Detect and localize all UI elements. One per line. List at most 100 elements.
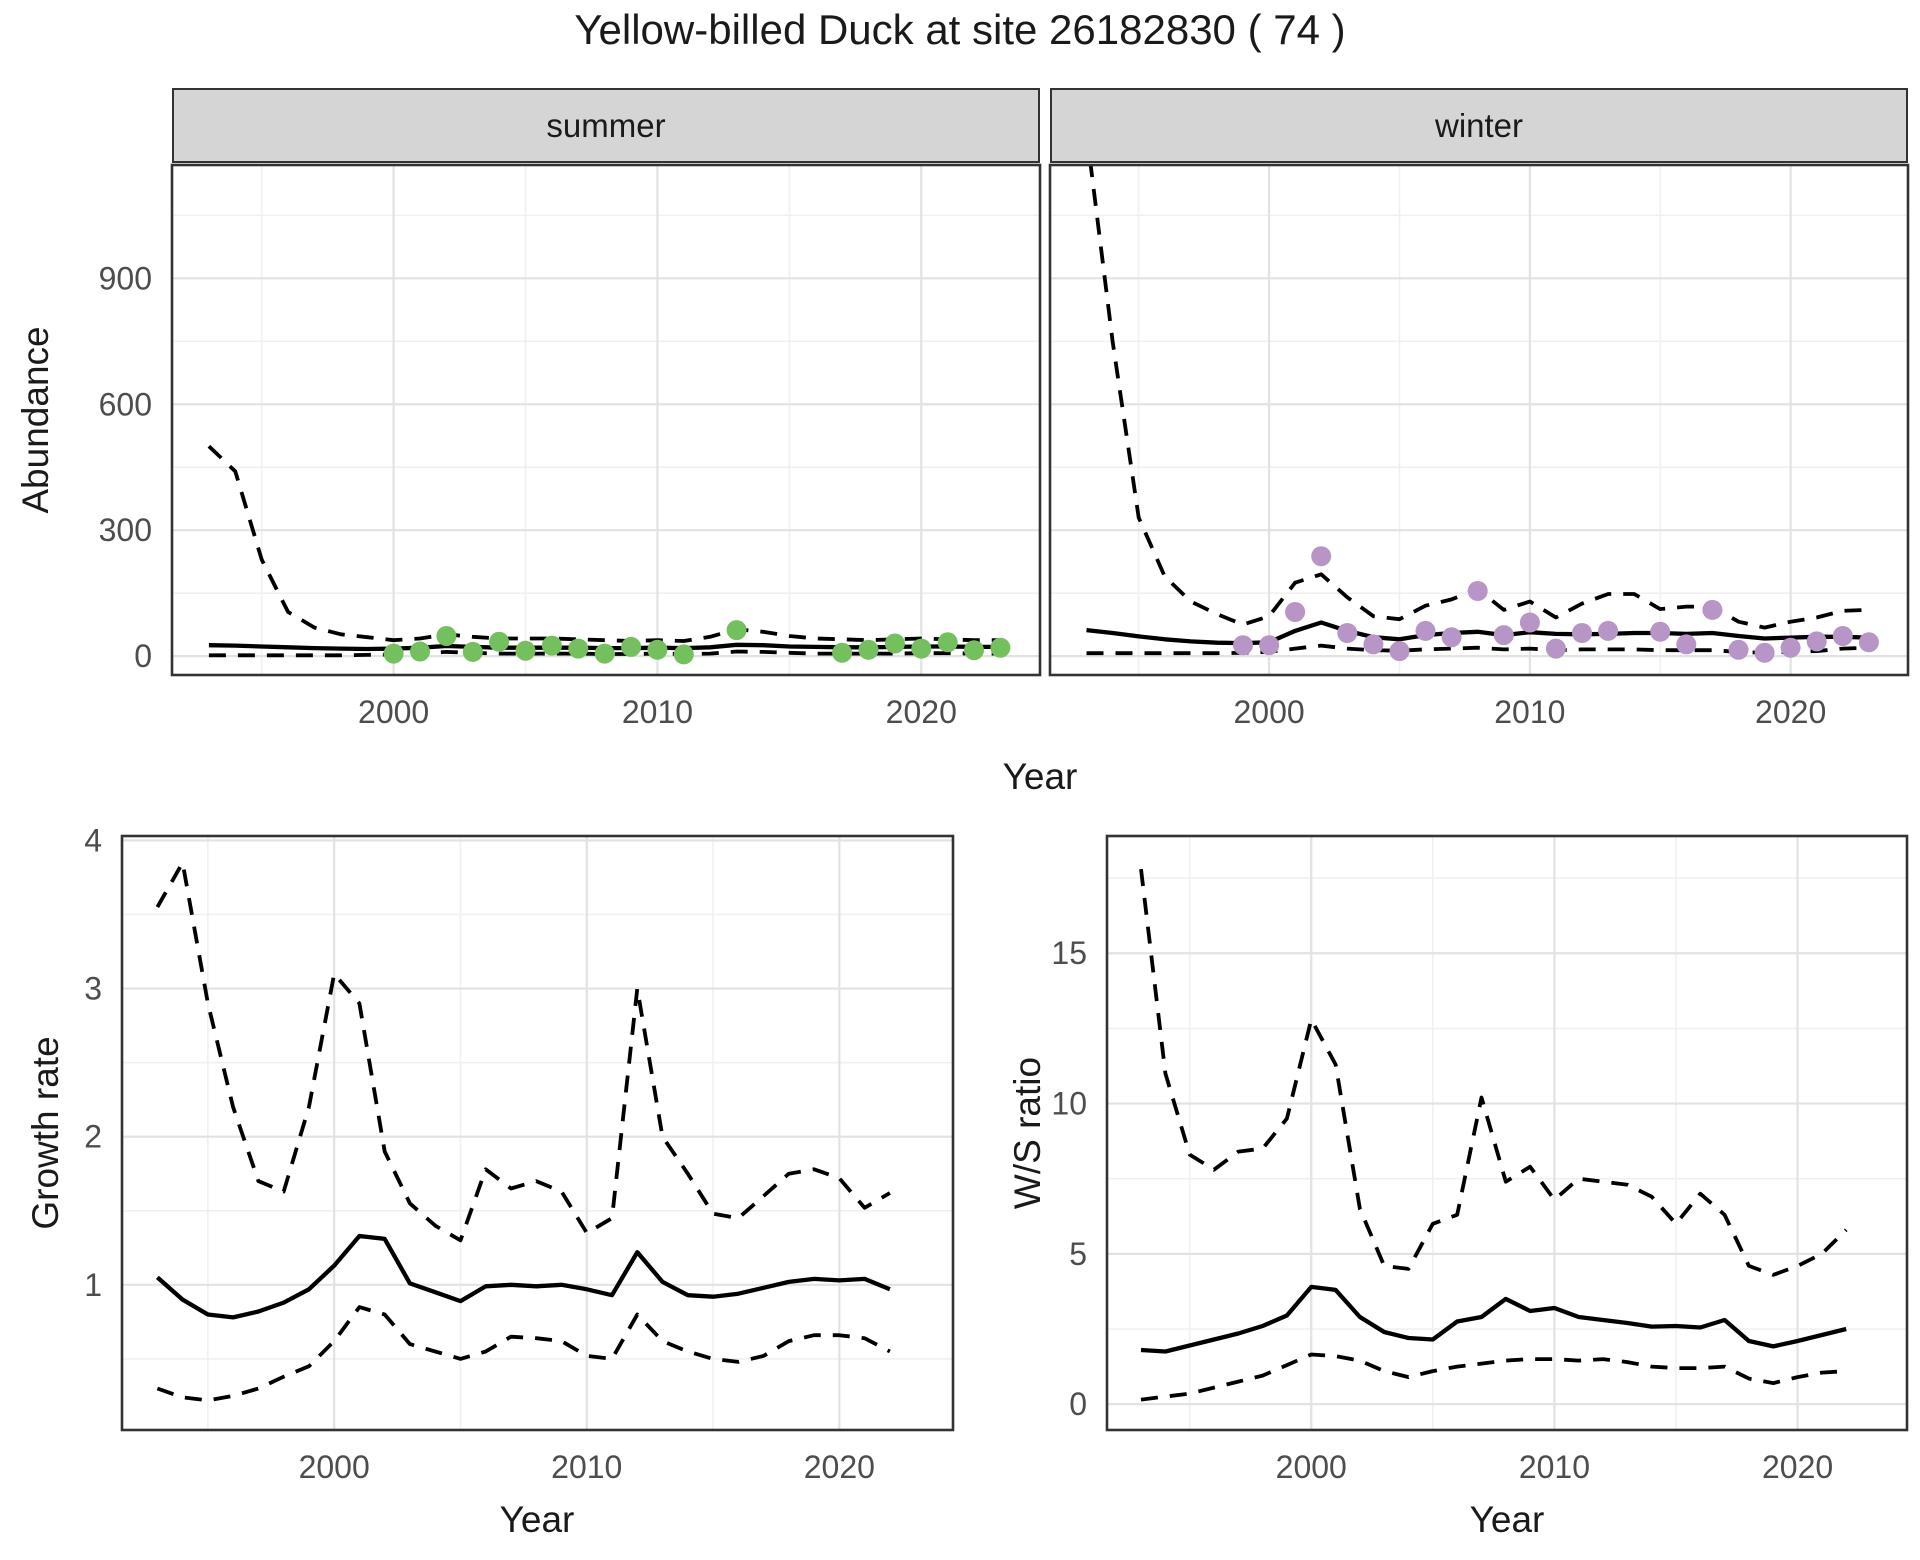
panel-border	[170, 163, 1042, 677]
panel-border	[120, 834, 955, 1432]
x-tick-label: 2010	[551, 1449, 622, 1485]
page-title: Yellow-billed Duck at site 26182830 ( 74…	[574, 6, 1346, 53]
ws_ratio-upper_ci-line	[1139, 868, 1848, 1277]
y-tick-label: 2	[84, 1119, 102, 1155]
x-tick-label: 2000	[1233, 694, 1304, 730]
data-point	[1493, 625, 1514, 646]
data-point	[489, 631, 510, 652]
data-point	[858, 639, 879, 660]
data-point	[726, 620, 747, 641]
y-tick-label: 600	[99, 386, 152, 422]
data-point	[1806, 631, 1827, 652]
data-point	[1337, 623, 1358, 643]
facet-strip-summer-label: summer	[546, 106, 666, 144]
x-axis-title-year-top: Year	[1002, 756, 1078, 797]
data-point	[594, 643, 615, 664]
abundance_winter-panel: 2000 2010 2020	[1048, 163, 1910, 730]
data-point	[1415, 620, 1436, 641]
data-point	[990, 637, 1011, 658]
data-point	[1832, 626, 1853, 646]
data-point	[1311, 546, 1332, 567]
data-point	[1441, 627, 1462, 648]
x-axis-title-year-bottom-left: Year	[499, 1499, 575, 1540]
data-point	[1780, 637, 1801, 658]
x-tick-label: 2020	[1755, 694, 1826, 730]
data-point	[436, 626, 457, 646]
data-point	[410, 641, 430, 662]
data-point	[1572, 623, 1592, 643]
ws_ratio-fit-line	[1140, 1284, 1847, 1354]
panel-border	[1048, 163, 1910, 677]
data-point	[1598, 620, 1619, 641]
x-tick-label: 2020	[1762, 1449, 1833, 1485]
abundance_summer-upper_ci-line	[207, 444, 1001, 643]
growth_rate-panel: 2000 2010 2020 1 2 3 4	[84, 822, 955, 1485]
x-tick-label: 2000	[358, 694, 429, 730]
data-point	[568, 638, 589, 659]
ws_ratio-panel: 2000 2010 2020 0 5 10 15	[1051, 834, 1909, 1485]
y-tick-label: 15	[1051, 935, 1087, 971]
x-tick-label: 2010	[622, 694, 693, 730]
data-point	[1754, 642, 1775, 663]
x-tick-label: 2020	[886, 694, 957, 730]
ws_ratio-lower_ci-line	[1140, 1352, 1847, 1402]
data-point	[1233, 635, 1253, 656]
x-tick-label: 2020	[804, 1449, 875, 1485]
data-point	[462, 641, 483, 662]
y-axis-title-ws-ratio: W/S ratio	[1007, 1056, 1048, 1210]
data-point	[911, 638, 932, 659]
data-point	[884, 633, 905, 654]
data-point	[1467, 581, 1488, 601]
facet-strip-winter: winter	[1050, 88, 1908, 163]
data-point	[673, 644, 694, 665]
data-point	[515, 640, 536, 661]
data-point	[1545, 638, 1566, 659]
x-tick-label: 2000	[299, 1449, 370, 1485]
y-tick-label: 300	[99, 512, 152, 548]
abundance_summer-lower_ci-line	[208, 649, 1001, 658]
y-axis-title-abundance: Abundance	[15, 326, 56, 514]
y-tick-label: 900	[99, 260, 152, 296]
abundance_winter-points	[1233, 546, 1879, 663]
data-point	[1259, 635, 1280, 656]
data-point	[1728, 639, 1749, 660]
data-point	[1858, 632, 1879, 653]
data-point	[541, 635, 562, 656]
x-tick-label: 2000	[1276, 1449, 1347, 1485]
data-point	[964, 640, 984, 661]
data-point	[1676, 634, 1697, 655]
abundance_summer-panel: 2000 2010 2020 0 300 600 900	[99, 163, 1042, 730]
data-point	[937, 632, 958, 653]
data-point	[1519, 612, 1540, 633]
y-tick-label: 1	[84, 1267, 102, 1303]
x-tick-label: 2010	[1494, 694, 1565, 730]
y-tick-label: 4	[84, 822, 102, 858]
data-point	[1702, 599, 1723, 620]
y-tick-label: 3	[84, 971, 102, 1007]
data-point	[1389, 641, 1410, 662]
abundance_summer-points	[383, 620, 1011, 665]
panel-border	[1105, 834, 1909, 1432]
data-point	[621, 636, 642, 657]
y-tick-label: 5	[1069, 1236, 1087, 1272]
x-tick-label: 2010	[1519, 1449, 1590, 1485]
y-tick-label: 0	[134, 638, 152, 674]
data-point	[832, 642, 853, 663]
facet-strip-winter-label: winter	[1434, 106, 1524, 144]
y-axis-title-growth-rate: Growth rate	[25, 1036, 66, 1230]
y-tick-label: 0	[1069, 1386, 1087, 1422]
data-point	[1285, 602, 1306, 622]
data-point	[1650, 621, 1671, 642]
growth_rate-fit-line	[155, 1233, 891, 1320]
facet-strip-summer: summer	[172, 88, 1040, 163]
y-tick-label: 10	[1051, 1086, 1087, 1122]
x-axis-title-year-bottom-right: Year	[1469, 1499, 1545, 1540]
growth_rate-upper_ci-line	[155, 860, 891, 1243]
data-point	[383, 643, 404, 664]
data-point	[1363, 634, 1384, 655]
abundance_winter-fit-line	[1086, 620, 1869, 646]
data-point	[647, 639, 668, 660]
growth_rate-lower_ci-line	[156, 1305, 891, 1403]
